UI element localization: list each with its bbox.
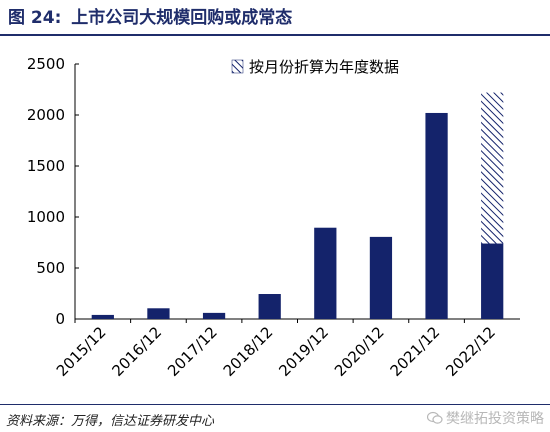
legend-swatch — [231, 59, 244, 74]
figure-title-text: 上市公司大规模回购或成常态 — [71, 8, 293, 28]
chart-bars: 2015/122016/122017/122018/122019/122020/… — [53, 92, 504, 380]
x-tick-label: 2020/12 — [331, 323, 388, 380]
x-tick-label: 2018/12 — [220, 323, 277, 380]
y-tick-label: 2500 — [27, 55, 65, 73]
bar-annualized-2022-12 — [481, 92, 504, 244]
x-tick-label: 2019/12 — [275, 323, 332, 380]
legend-label: 按月份折算为年度数据 — [249, 58, 399, 76]
x-tick-label: 2017/12 — [164, 323, 221, 380]
y-tick-label: 1000 — [27, 208, 65, 226]
x-tick-label: 2021/12 — [387, 323, 444, 380]
x-tick-label: 2015/12 — [53, 323, 110, 380]
bar-2016-12 — [147, 308, 170, 319]
y-tick-label: 500 — [36, 259, 65, 277]
bar-2022-12 — [481, 243, 504, 319]
bar-2021-12 — [425, 112, 448, 320]
y-tick-label: 1500 — [27, 157, 65, 175]
bar-2020-12 — [369, 236, 393, 319]
chart-legend: 按月份折算为年度数据 — [231, 58, 399, 76]
figure-label: 图 24: — [8, 8, 62, 28]
y-tick-label: 0 — [55, 310, 65, 328]
watermark: 樊继拓投资策略 — [427, 408, 544, 428]
bar-2015-12 — [91, 314, 114, 319]
wechat-icon — [427, 411, 443, 424]
y-tick-label: 2000 — [27, 106, 65, 124]
watermark-text: 樊继拓投资策略 — [446, 411, 544, 427]
bar-2018-12 — [258, 294, 281, 319]
x-tick-label: 2022/12 — [442, 323, 499, 380]
footer-rule — [0, 404, 550, 405]
source-note: 资料来源：万得，信达证券研发中心 — [6, 414, 215, 429]
bar-2017-12 — [202, 312, 226, 319]
title-underline — [0, 34, 550, 36]
x-tick-label: 2016/12 — [108, 323, 165, 380]
bar-chart: 0 500 1000 1500 2000 2500 2015/122016/122017/… — [27, 55, 520, 380]
bar-2019-12 — [314, 227, 337, 319]
figure-title: 图 24: 上市公司大规模回购或成常态 — [8, 4, 292, 32]
chart-axes: 0 500 1000 1500 2000 2500 — [27, 55, 520, 328]
